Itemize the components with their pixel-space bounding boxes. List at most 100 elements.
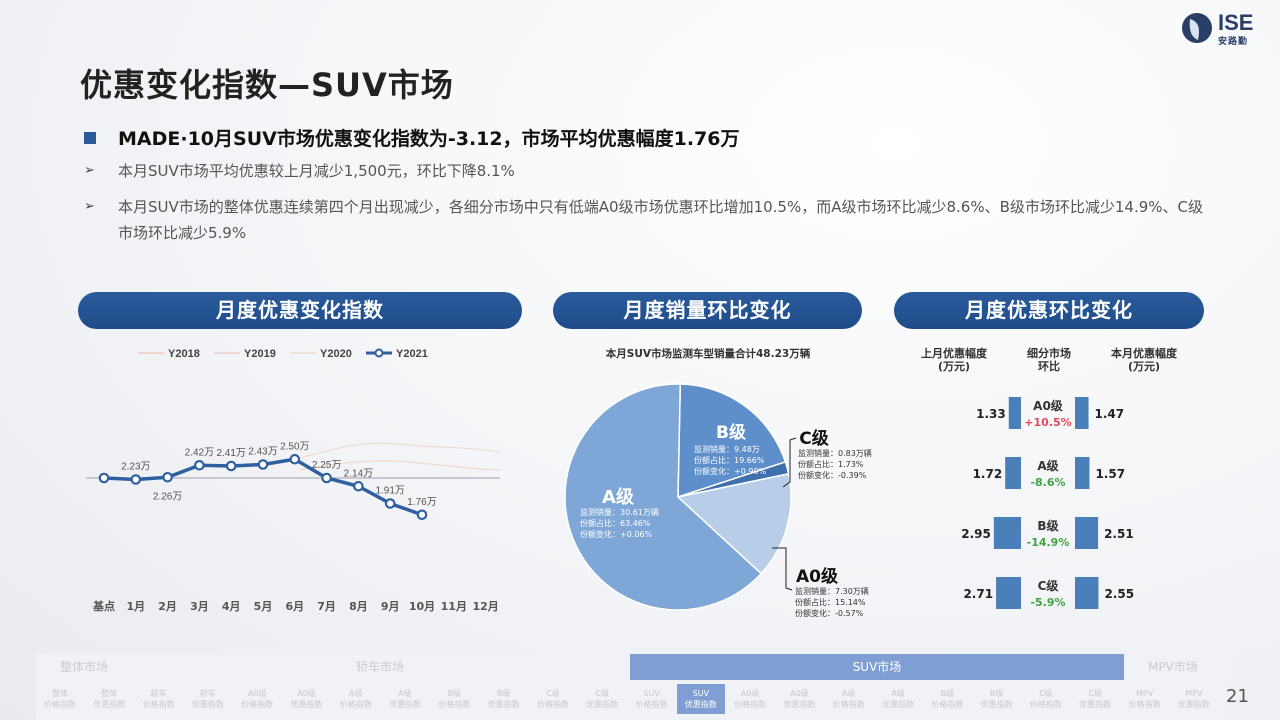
pie-slice [677,383,787,499]
slice-detail: 份额变化：+0.90% [694,466,767,476]
nav-item[interactable]: A级 优惠指数 [389,689,422,709]
x-tick-label: 基点 [92,599,115,613]
legend-label: Y2018 [168,348,200,360]
nav-category-1[interactable]: 轿车市场 [356,660,405,674]
discount-index-line-chart: Y2018 Y2019 Y2020 Y2021 2.23万 2.26万 2.42万 2.41万… [86,348,501,613]
column-header: 细分市场 [1027,346,1071,360]
prev-bar [993,517,1021,549]
slice-detail: 监测销量：7.30万辆 [795,586,869,596]
bottom-navigation: 整体市场 轿车市场 SUV市场 MPV市场整体 价格指数 整体 优惠指数 轿车 价格指数 轿车 优惠… [36,654,1228,720]
nav-item[interactable]: 轿车 优惠指数 [191,689,224,709]
segment-name: A级 [1037,458,1058,473]
segment-name: A0级 [1033,398,1063,413]
column-header: 环比 [1038,359,1060,373]
nav-item[interactable]: C级 优惠指数 [1079,689,1112,709]
column-header: 上月优惠幅度 [921,346,988,360]
headline-text: MADE·10月SUV市场优惠变化指数为-3.12，市场平均优惠幅度1.76万 [118,128,740,150]
data-label: 2.25万 [312,460,341,471]
slice-name: A级 [602,486,635,508]
nav-item[interactable]: SUV 价格指数 [635,689,668,709]
curr-value: 2.51 [1104,527,1134,541]
nav-item[interactable]: 整体 优惠指数 [93,689,126,709]
arrow-bullet-icon: ➢ [84,163,95,178]
panel-title-discount-change: 月度优惠环比变化 [894,292,1204,329]
x-tick-label: 9月 [381,600,400,613]
logo-text: ISE [1218,10,1254,35]
prev-bar [996,577,1021,609]
nav-item[interactable]: 整体 价格指数 [44,689,76,709]
nav-item[interactable]: C级 价格指数 [1030,689,1062,709]
segment-name: C级 [1038,578,1059,593]
curr-value: 1.47 [1095,407,1125,421]
data-point [194,459,205,471]
nav-item[interactable]: C级 优惠指数 [586,689,619,709]
series-line-y2019 [299,460,501,471]
nav-item[interactable]: A级 优惠指数 [882,689,915,709]
data-label: 2.41万 [216,448,245,459]
nav-item[interactable]: MPV 价格指数 [1128,689,1161,709]
nav-item[interactable]: A0级 价格指数 [734,689,767,709]
nav-item[interactable]: MPV 优惠指数 [1177,689,1210,709]
column-header: 本月优惠幅度 [1111,346,1178,360]
x-tick-label: 3月 [190,600,209,613]
prev-bar [1008,397,1021,429]
nav-item[interactable]: C级 价格指数 [537,689,569,709]
nav-item[interactable]: A0级 优惠指数 [783,689,816,709]
segment-row: 1.33 1.47 A0级 +10.5% [976,397,1124,429]
nav-item[interactable]: B级 价格指数 [931,689,964,709]
nav-item[interactable]: 轿车 价格指数 [142,689,175,709]
legend-item: Y2021 [366,348,428,360]
data-point [289,453,301,465]
prev-value: 1.72 [973,467,1003,481]
segment-name: B级 [1037,518,1058,533]
legend-label: Y2020 [320,348,352,360]
segment-change: -14.9% [1027,536,1070,549]
slice-detail: 份额占比：63.46% [580,518,651,528]
callout-line [772,547,793,591]
slice-detail: 监测销量：9.48万 [694,444,760,454]
nav-item[interactable]: B级 优惠指数 [487,689,520,709]
pie-slice [564,383,763,611]
panel-title-sales-change: 月度销量环比变化 [553,292,862,329]
headline: MADE·10月SUV市场优惠变化指数为-3.12，市场平均优惠幅度1.76万 [84,124,739,151]
nav-item[interactable]: SUV 优惠指数 [676,684,725,714]
legend-item: Y2019 [214,348,276,360]
nav-item[interactable]: B级 价格指数 [438,689,471,709]
nav-category-2[interactable]: SUV市场 [630,654,1124,680]
segment-row: 2.71 2.55 C级 -5.9% [963,577,1134,609]
nav-category-0[interactable]: 整体市场 [60,660,109,674]
x-tick-label: 4月 [222,600,241,613]
nav-item[interactable]: A级 价格指数 [339,689,372,709]
data-point [162,471,173,483]
segment-row: 1.72 1.57 A级 -8.6% [973,457,1125,489]
callout-line [782,437,797,488]
nav-category-3[interactable]: MPV市场 [1148,660,1198,674]
bullet-1: ➢ 本月SUV市场平均优惠较上月减少1,500元，环比下降8.1% [84,158,1208,184]
data-point [416,509,428,521]
slice-detail: 份额变化：+0.06% [580,529,653,539]
x-tick-label: 8月 [349,600,368,613]
slice-detail: 份额占比：19.66% [694,455,765,465]
legend-item: Y2018 [138,348,200,360]
nav-item[interactable]: A级 价格指数 [832,689,865,709]
data-label: 2.14万 [344,468,373,479]
curr-bar [1075,397,1089,429]
prev-bar [1005,457,1021,489]
nav-item[interactable]: A0级 优惠指数 [290,689,323,709]
nav-item[interactable]: B级 优惠指数 [980,689,1013,709]
prev-value: 1.33 [976,407,1006,421]
data-label: 1.91万 [375,486,404,497]
data-label: 2.43万 [248,447,277,458]
page-number: 21 [1226,686,1249,707]
slice-detail: 份额变化：-0.39% [798,470,867,480]
x-tick-label: 5月 [254,600,273,613]
slice-detail: 份额变化：-0.57% [795,608,864,618]
column-header: (万元) [938,360,970,373]
nav-item[interactable]: A0级 价格指数 [241,689,274,709]
x-tick-label: 10月 [409,600,435,613]
data-label: 2.26万 [153,491,182,502]
x-tick-label: 12月 [472,600,498,613]
